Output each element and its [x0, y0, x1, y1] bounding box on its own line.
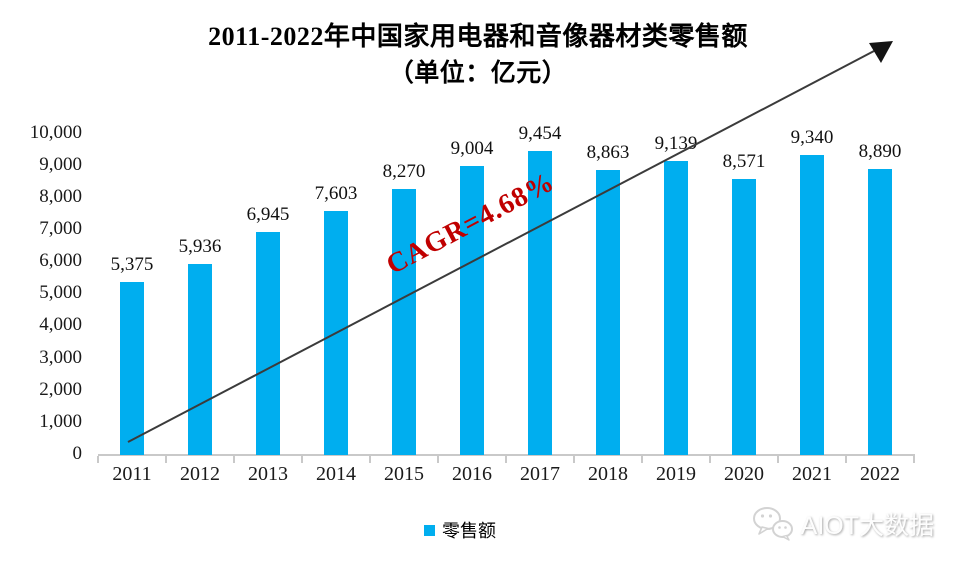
x-axis-tick [641, 456, 643, 463]
x-axis-line [98, 454, 915, 456]
x-axis-tick [777, 456, 779, 463]
x-axis-tick [165, 456, 167, 463]
chart-title-line2: （单位：亿元） [388, 60, 568, 87]
x-axis-tick [845, 456, 847, 463]
bar-value-label: 5,936 [178, 236, 222, 258]
x-axis-tick [913, 456, 915, 463]
x-axis-category-label: 2015 [384, 463, 424, 485]
y-axis-tick-label: 9,000 [39, 153, 82, 175]
x-axis-tick [369, 456, 371, 463]
x-axis-category-label: 2012 [180, 463, 220, 485]
x-axis-category-label: 2019 [656, 463, 696, 485]
x-axis-category-label: 2018 [588, 463, 628, 485]
bar-2015 [392, 189, 416, 455]
bar-2019 [664, 161, 688, 455]
x-axis-tick [97, 456, 99, 463]
bar-2021 [800, 154, 824, 455]
bar-2018 [596, 170, 620, 455]
x-axis-category-label: 2022 [860, 463, 900, 485]
x-axis-tick [301, 456, 303, 463]
x-axis-category-label: 2011 [112, 463, 152, 485]
bar-2011 [120, 282, 144, 455]
bar-2012 [188, 264, 212, 455]
y-axis-tick-label: 3,000 [39, 346, 82, 368]
wechat-icon [752, 507, 793, 541]
x-axis-category-label: 2013 [248, 463, 288, 485]
y-axis-tick-label: 6,000 [39, 250, 82, 272]
bar-2020 [732, 179, 756, 455]
y-axis-tick-label: 0 [72, 443, 83, 464]
y-axis-tick-label: 2,000 [39, 378, 82, 400]
y-axis-tick-label: 5,000 [39, 282, 82, 304]
x-axis-tick [573, 456, 575, 463]
legend: 零售额 [0, 517, 938, 543]
watermark-label: AIOT大数据 [800, 512, 934, 540]
legend-label: 零售额 [442, 521, 496, 541]
x-axis-category-label: 2014 [316, 463, 356, 485]
legend-swatch-icon [424, 524, 435, 536]
bar-value-label: 6,945 [246, 203, 290, 225]
y-axis-tick-label: 8,000 [39, 185, 82, 207]
x-axis-tick [709, 456, 711, 463]
chart-title-line1: 2011-2022年中国家用电器和音像器材类零售额 [208, 22, 748, 51]
x-axis-category-label: 2020 [724, 463, 764, 485]
x-axis-tick [505, 456, 507, 463]
y-axis-tick-label: 10,000 [29, 121, 82, 143]
x-axis-tick [233, 456, 235, 463]
x-axis-tick [437, 456, 439, 463]
y-axis-tick-label: 7,000 [39, 217, 82, 239]
y-axis-tick-label: 4,000 [39, 314, 82, 336]
bar-value-label: 8,890 [858, 141, 902, 163]
bar-value-label: 8,571 [722, 151, 766, 173]
bar-value-label: 8,270 [382, 161, 426, 183]
bar-2014 [324, 210, 348, 455]
y-axis-tick-label: 1,000 [39, 410, 82, 432]
watermark: AIOT大数据 [752, 506, 934, 542]
x-axis-category-label: 2021 [792, 463, 832, 485]
x-axis-category-label: 2016 [452, 463, 492, 485]
x-axis-category-label: 2017 [520, 463, 560, 485]
bar-value-label: 7,603 [314, 182, 358, 204]
bar-2013 [256, 231, 280, 455]
bar-2022 [868, 169, 892, 455]
